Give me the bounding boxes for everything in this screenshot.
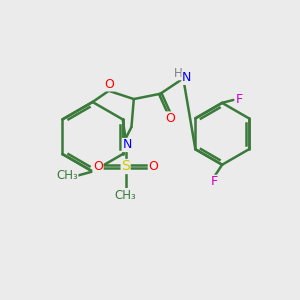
Text: O: O (93, 160, 103, 173)
Text: F: F (236, 93, 243, 106)
Text: N: N (182, 71, 191, 84)
Text: CH₃: CH₃ (56, 169, 78, 182)
Text: F: F (211, 175, 218, 188)
Text: CH₃: CH₃ (115, 189, 136, 202)
Text: H: H (174, 67, 182, 80)
Text: O: O (104, 78, 114, 91)
Text: O: O (165, 112, 175, 125)
Text: S: S (121, 160, 130, 173)
Text: N: N (122, 139, 132, 152)
Text: O: O (148, 160, 158, 173)
